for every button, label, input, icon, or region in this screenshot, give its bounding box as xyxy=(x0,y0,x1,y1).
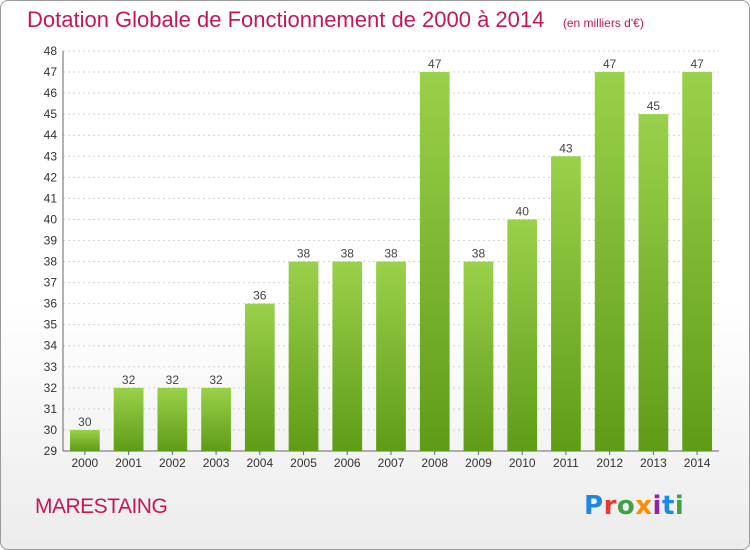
bar-value-label: 32 xyxy=(122,373,136,387)
bar xyxy=(332,261,363,451)
x-tick-label: 2001 xyxy=(115,456,142,470)
y-tick-label: 40 xyxy=(44,212,58,226)
y-tick-label: 34 xyxy=(44,339,58,353)
bar xyxy=(201,387,231,451)
x-tick-label: 2007 xyxy=(378,456,405,470)
y-tick-label: 38 xyxy=(44,255,58,269)
bar-value-label: 32 xyxy=(209,373,223,387)
y-tick-label: 48 xyxy=(44,44,58,58)
y-tick-label: 43 xyxy=(44,149,58,163)
x-tick-label: 2010 xyxy=(509,456,536,470)
bar-value-label: 43 xyxy=(559,141,573,155)
bar xyxy=(594,72,625,451)
bar xyxy=(682,72,713,451)
x-tick-label: 2006 xyxy=(334,456,361,470)
y-tick-label: 36 xyxy=(44,297,58,311)
logo-letter: P xyxy=(584,491,604,521)
x-tick-label: 2000 xyxy=(72,456,99,470)
bar xyxy=(463,261,494,451)
y-tick-label: 33 xyxy=(44,360,58,374)
logo-letter: i xyxy=(674,491,685,521)
bar-value-label: 38 xyxy=(384,247,398,261)
chart-title: Dotation Globale de Fonctionnement de 20… xyxy=(27,7,545,32)
bar xyxy=(157,387,188,451)
bar-value-label: 47 xyxy=(603,57,617,71)
y-tick-label: 37 xyxy=(44,276,58,290)
y-tick-label: 39 xyxy=(44,233,58,247)
bar xyxy=(638,114,669,451)
bar xyxy=(551,156,581,451)
bar-value-label: 38 xyxy=(297,247,311,261)
y-tick-label: 32 xyxy=(44,381,58,395)
y-tick-label: 29 xyxy=(44,444,58,458)
bar xyxy=(288,261,319,451)
x-tick-label: 2004 xyxy=(246,456,273,470)
y-tick-label: 31 xyxy=(44,402,58,416)
logo-letter: i xyxy=(652,491,662,521)
y-tick-label: 46 xyxy=(44,86,58,100)
x-tick-label: 2012 xyxy=(596,456,623,470)
x-tick-label: 2014 xyxy=(684,456,711,470)
bar xyxy=(507,219,538,451)
bar xyxy=(376,261,406,451)
logo-letter: o xyxy=(616,491,636,521)
y-tick-label: 45 xyxy=(44,107,58,121)
bar-value-label: 47 xyxy=(690,57,704,71)
logo-letter: x xyxy=(635,491,653,521)
bar xyxy=(69,429,100,451)
bar xyxy=(419,72,450,451)
bar xyxy=(244,303,275,451)
bar-value-label: 40 xyxy=(516,204,530,218)
y-tick-label: 44 xyxy=(44,128,58,142)
bar-value-label: 32 xyxy=(166,373,180,387)
x-tick-label: 2003 xyxy=(203,456,230,470)
commune-name: MARESTAING xyxy=(35,495,168,518)
chart-title-block: Dotation Globale de Fonctionnement de 20… xyxy=(27,7,644,33)
bar-value-label: 38 xyxy=(341,247,355,261)
y-tick-label: 47 xyxy=(44,65,58,79)
logo-letter: t xyxy=(661,491,675,521)
x-tick-label: 2005 xyxy=(290,456,317,470)
y-tick-label: 30 xyxy=(44,423,58,437)
bar xyxy=(113,387,144,451)
proxiti-logo[interactable]: Proxiti xyxy=(584,491,684,521)
y-tick-label: 35 xyxy=(44,318,58,332)
y-tick-label: 42 xyxy=(44,170,58,184)
bar-value-label: 30 xyxy=(78,415,92,429)
x-tick-label: 2009 xyxy=(465,456,492,470)
bar-value-label: 45 xyxy=(647,99,661,113)
x-tick-label: 2008 xyxy=(421,456,448,470)
x-tick-label: 2002 xyxy=(159,456,186,470)
chart-unit-note: (en milliers d'€) xyxy=(562,16,644,30)
bar-value-label: 36 xyxy=(253,289,267,303)
bar-value-label: 38 xyxy=(472,247,486,261)
y-tick-label: 41 xyxy=(44,191,58,205)
x-tick-label: 2011 xyxy=(553,456,579,470)
x-tick-label: 2013 xyxy=(640,456,667,470)
logo-letter: r xyxy=(603,491,617,521)
bar-value-label: 47 xyxy=(428,57,442,71)
